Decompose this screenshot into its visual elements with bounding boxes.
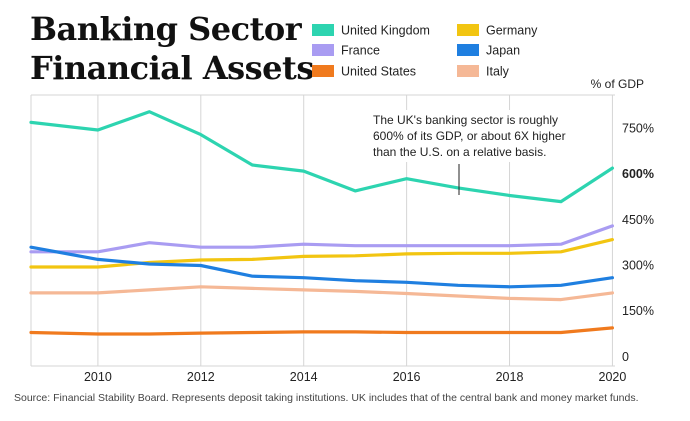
legend-swatch-united-kingdom (312, 24, 334, 36)
y-axis-ticks: 750% 600% 450% 300% 150% 0 (622, 121, 654, 363)
annotation-line-2: 600% of its GDP, or about 6X higher (373, 129, 566, 143)
series-lines (29, 110, 614, 336)
series-line-united-states (29, 326, 614, 336)
legend-label-united-states: United States (341, 65, 416, 79)
gridlines (30, 94, 615, 367)
y-tick-label-300: 300% (622, 259, 654, 273)
annotation-line-3: than the U.S. on a relative basis. (373, 145, 546, 159)
y-tick-label-0: 0 (622, 350, 629, 364)
y-axis-unit-label: % of GDP (591, 77, 644, 91)
legend-label-france: France (341, 44, 380, 58)
chart-title-line-2: Financial Assets (30, 49, 314, 87)
x-tick-label-2020: 2020 (599, 370, 627, 384)
series-line-france (29, 224, 614, 254)
legend-label-germany: Germany (486, 24, 538, 38)
annotation-line-1: The UK's banking sector is roughly (373, 113, 558, 127)
y-tick-label-600: 600% (622, 167, 654, 181)
annotation-background (370, 110, 546, 162)
y-tick-label-450: 450% (622, 213, 654, 227)
legend-label-japan: Japan (486, 44, 520, 58)
annotation: The UK's banking sector is roughly 600% … (370, 110, 566, 195)
legend-swatch-japan (457, 44, 479, 56)
y-tick-label-750: 750% (622, 121, 654, 135)
x-tick-label-2018: 2018 (496, 370, 524, 384)
y-tick-label-150: 150% (622, 304, 654, 318)
x-tick-label-2012: 2012 (187, 370, 215, 384)
legend-label-italy: Italy (486, 65, 510, 79)
x-tick-label-2016: 2016 (393, 370, 421, 384)
legend-swatch-germany (457, 24, 479, 36)
source-note: Source: Financial Stability Board. Repre… (14, 392, 639, 404)
series-line-japan (29, 245, 614, 289)
x-tick-label-2010: 2010 (84, 370, 112, 384)
legend-swatch-italy (457, 65, 479, 77)
x-axis-ticks: 2010 2012 2014 2016 2018 2020 (84, 370, 626, 384)
legend-swatch-united-states (312, 65, 334, 77)
legend-swatch-france (312, 44, 334, 56)
chart-title-line-1: Banking Sector (30, 10, 302, 48)
legend-label-united-kingdom: United Kingdom (341, 24, 430, 38)
series-line-united-kingdom (29, 110, 614, 204)
x-tick-label-2014: 2014 (290, 370, 318, 384)
series-line-italy (29, 285, 614, 302)
legend: United Kingdom Germany France Japan United S… (312, 24, 538, 79)
